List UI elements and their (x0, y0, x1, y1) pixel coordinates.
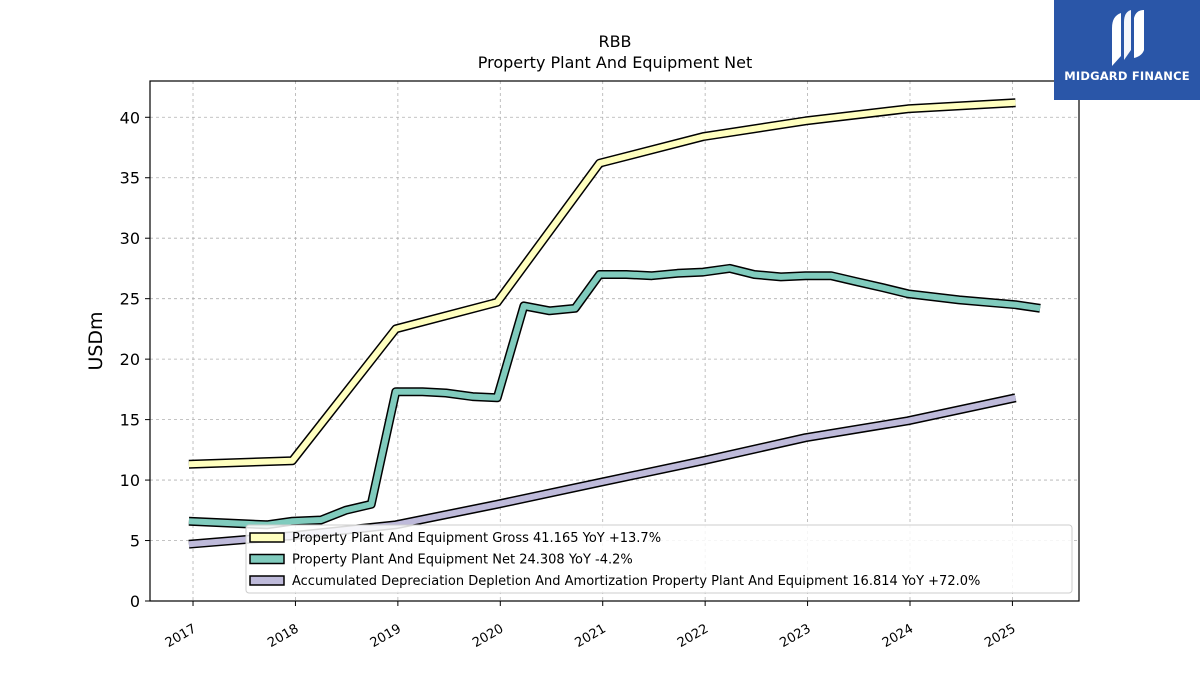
x-tick-label: 2024 (880, 621, 916, 651)
legend: Property Plant And Equipment Gross 41.16… (245, 524, 1073, 594)
series-line (188, 265, 1041, 528)
brand-logo: MIDGARD FINANCE (1054, 0, 1200, 100)
x-tick-label: 2018 (265, 621, 301, 651)
y-tick-label: 10 (120, 471, 140, 490)
grid-lines (150, 81, 1079, 602)
legend-swatch (249, 532, 285, 543)
y-tick-label: 20 (120, 350, 140, 369)
y-axis-label: USDm (85, 311, 107, 370)
x-tick-label: 2020 (470, 621, 506, 651)
brand-mark-icon (1112, 10, 1144, 66)
x-tick-label: 2022 (675, 621, 711, 651)
x-tick-label: 2023 (777, 621, 813, 651)
y-tick-label: 40 (120, 108, 140, 127)
x-tick-label: 2019 (368, 621, 404, 651)
legend-label: Property Plant And Equipment Net 24.308 … (292, 553, 633, 568)
x-axis: 2017 2018 2019 2020 2021 2022 2023 2024 2025 (163, 601, 1018, 651)
chart-subtitle: Property Plant And Equipment Net (478, 53, 753, 72)
y-tick-label: 35 (120, 169, 140, 188)
y-tick-label: 5 (130, 532, 140, 551)
legend-label: Property Plant And Equipment Gross 41.16… (292, 531, 661, 546)
chart-title: RBB (598, 32, 631, 51)
x-tick-label: 2017 (163, 621, 199, 651)
x-tick-label: 2021 (573, 621, 609, 651)
y-tick-label: 15 (120, 411, 140, 430)
y-tick-label: 0 (130, 592, 140, 611)
legend-swatch (249, 553, 285, 565)
series-line-outline (188, 263, 1041, 530)
x-tick-label: 2025 (982, 621, 1018, 651)
y-axis: 0 5 10 15 20 25 30 35 40 (120, 108, 150, 611)
y-tick-label: 25 (120, 290, 140, 309)
legend-swatch (249, 575, 285, 586)
y-tick-label: 30 (120, 229, 140, 248)
plot-frame (149, 80, 1080, 602)
series-line (188, 99, 1016, 468)
legend-label: Accumulated Depreciation Depletion And A… (292, 574, 980, 589)
series-layer (188, 98, 1041, 549)
series-line-outline (188, 98, 1016, 469)
legend-box (245, 524, 1073, 594)
brand-name: MIDGARD FINANCE (1064, 69, 1190, 83)
